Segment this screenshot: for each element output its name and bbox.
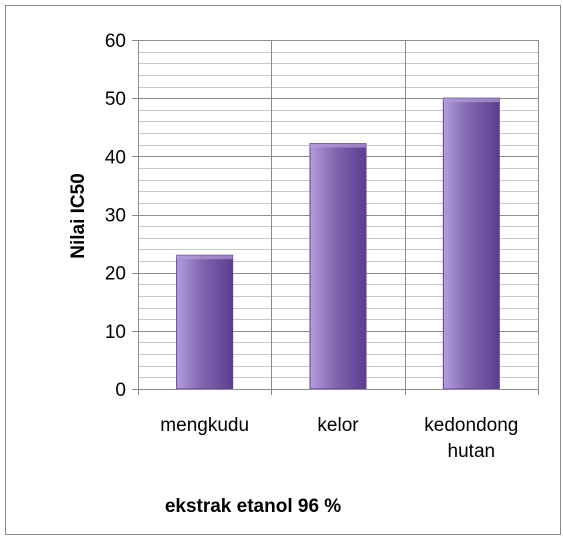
labels: 0 10 20 30 40 50 60 mengkudu kelor kedondong hutan (105, 31, 518, 462)
bar-top-cap (443, 98, 500, 103)
bars (176, 97, 500, 390)
y-tick-label: 0 (115, 380, 126, 401)
bar-top-cap (310, 143, 366, 148)
y-tick-label: 10 (105, 322, 126, 343)
x-axis-title: ekstrak etanol 96 % (165, 496, 341, 517)
x-tick-label: kedondong hutan (424, 415, 518, 462)
bar-kedondong-hutan (442, 97, 500, 390)
bar-mengkudu (176, 254, 234, 390)
axes (132, 40, 539, 395)
x-tick-label: mengkudu (160, 415, 249, 436)
bar-kelor (309, 143, 367, 390)
y-tick-label: 40 (105, 147, 126, 168)
y-tick-label: 50 (105, 89, 126, 110)
y-tick-label: 30 (105, 206, 126, 227)
x-tick-label: kelor (317, 415, 359, 436)
bar-top-cap (176, 255, 233, 260)
y-tick-label: 60 (105, 31, 126, 52)
y-axis-title: Nilai IC50 (68, 173, 89, 259)
y-tick-label: 20 (105, 264, 126, 285)
